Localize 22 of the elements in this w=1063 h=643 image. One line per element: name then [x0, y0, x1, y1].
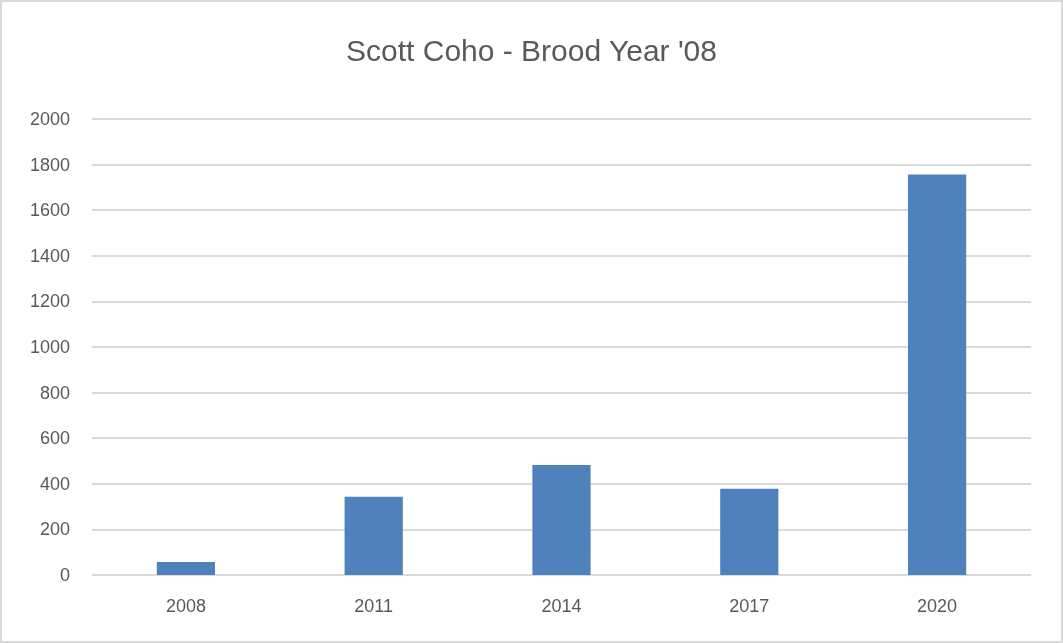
y-tick-label: 0: [59, 565, 70, 585]
bar: [156, 562, 216, 575]
x-tick-label: 2017: [729, 596, 770, 616]
y-tick-label: 1800: [29, 154, 70, 175]
y-tick-label: 200: [39, 519, 70, 540]
bar: [532, 464, 591, 575]
y-tick-label: 1400: [29, 245, 70, 266]
y-tick-label: 1200: [29, 291, 70, 312]
y-tick-label: 400: [39, 473, 70, 494]
x-tick-label: 2020: [917, 596, 958, 616]
chart-title: Scott Coho - Brood Year '08: [346, 33, 717, 67]
x-tick-label: 2008: [165, 596, 206, 616]
y-tick-label: 600: [39, 428, 70, 449]
y-tick-label: 2000: [29, 109, 70, 129]
x-tick-label: 2014: [541, 596, 582, 616]
bar: [720, 488, 779, 575]
y-tick-label: 800: [39, 382, 70, 403]
x-tick-label: 2011: [354, 596, 394, 616]
bar: [344, 496, 403, 575]
y-tick-label: 1600: [29, 200, 70, 221]
y-tick-label: 1000: [29, 337, 70, 357]
bar: [907, 174, 967, 575]
